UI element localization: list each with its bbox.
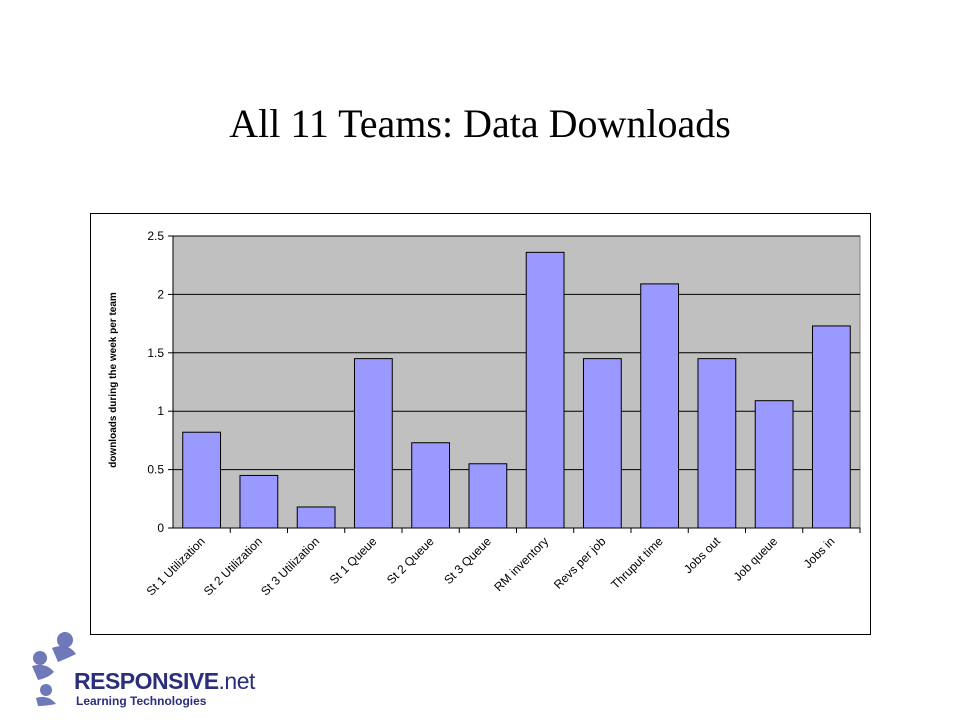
x-tick-label: St 2 Utilization (201, 534, 265, 598)
chart-frame: 0 0.5 1 1.5 2 2.5 St 1 Utilization St 2 Utiliza… (90, 213, 871, 635)
x-tick-label: Jobs out (681, 534, 723, 576)
bar (182, 431, 222, 529)
logo-brand: RESPONSIVE.net (74, 668, 255, 695)
y-tick-label: 1 (157, 404, 164, 418)
y-tick-label: 0.5 (147, 463, 164, 477)
bar (239, 474, 279, 529)
x-tick-label: St 3 Queue (441, 534, 494, 587)
bar (525, 251, 565, 529)
bar (811, 325, 851, 529)
people-logo-icon (32, 632, 76, 706)
x-tick-label: St 3 Utilization (258, 534, 322, 598)
slide-title: All 11 Teams: Data Downloads (229, 101, 731, 146)
y-tick-label: 1.5 (147, 346, 164, 360)
x-tick-label: Job queue (731, 534, 781, 584)
logo-brand-tld: .net (218, 668, 256, 694)
x-tick-label: St 1 Queue (327, 534, 380, 587)
bar (353, 358, 393, 529)
responsive-logo: RESPONSIVE.net Learning Technologies (28, 628, 258, 708)
plot-area (172, 235, 861, 529)
x-tick-label: Jobs in (801, 534, 838, 571)
y-tick-label: 2 (157, 287, 164, 301)
bar (411, 442, 451, 529)
y-tick-label: 0 (157, 521, 164, 535)
bar (754, 400, 794, 529)
logo-brand-main: RESPONSIVE (74, 668, 219, 694)
y-tick-label: 2.5 (147, 229, 164, 243)
x-tick-label: Thruput time (608, 534, 666, 592)
bar (468, 463, 508, 529)
x-tick-label: RM inventory (491, 534, 551, 594)
bar (582, 358, 622, 529)
x-tick-label: St 1 Utilization (144, 534, 208, 598)
bar (640, 283, 680, 529)
y-axis-label: downloads during the week per team (108, 292, 119, 468)
bar (697, 358, 737, 529)
x-tick-label: Revs per job (551, 534, 609, 592)
x-tick-label: St 2 Queue (384, 534, 437, 587)
logo-subtitle: Learning Technologies (76, 694, 207, 708)
bar (296, 506, 336, 529)
